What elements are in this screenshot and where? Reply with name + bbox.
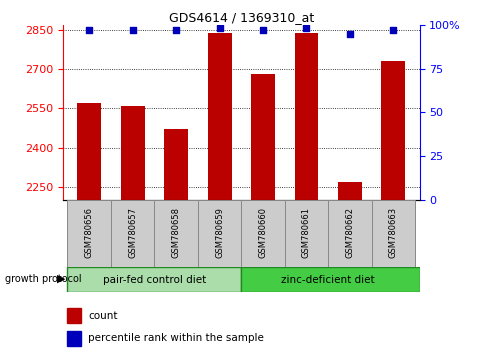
Bar (284, 200, 328, 267)
Point (389, 27, 396, 33)
Text: GSM780661: GSM780661 (302, 207, 310, 258)
Text: GSM780659: GSM780659 (214, 207, 224, 258)
Bar (77, 103, 101, 200)
Bar (294, 33, 318, 200)
Bar (251, 74, 274, 200)
Bar (371, 200, 414, 267)
Bar (241, 200, 284, 267)
Bar (197, 200, 241, 267)
Bar (381, 61, 405, 200)
Text: GSM780656: GSM780656 (85, 207, 93, 258)
Bar (66, 308, 81, 323)
Text: GSM780663: GSM780663 (388, 207, 397, 258)
Title: GDS4614 / 1369310_at: GDS4614 / 1369310_at (168, 11, 313, 24)
Point (302, 25, 310, 31)
Text: GSM780662: GSM780662 (345, 207, 354, 258)
Bar (337, 182, 361, 200)
Bar (67, 200, 111, 267)
Text: zinc-deficient diet: zinc-deficient diet (281, 275, 374, 285)
Bar (241, 267, 419, 292)
Bar (207, 33, 231, 200)
Bar (111, 200, 154, 267)
Text: growth protocol: growth protocol (5, 274, 81, 284)
Text: GSM780657: GSM780657 (128, 207, 137, 258)
Bar (121, 106, 144, 200)
Text: count: count (88, 311, 117, 321)
Bar (154, 200, 197, 267)
Point (85, 27, 93, 33)
Text: percentile rank within the sample: percentile rank within the sample (88, 333, 263, 343)
Bar (66, 331, 81, 346)
Point (215, 25, 223, 31)
Text: GSM780660: GSM780660 (258, 207, 267, 258)
Point (346, 31, 353, 36)
Bar (67, 267, 241, 292)
Text: pair-fed control diet: pair-fed control diet (103, 275, 206, 285)
Point (258, 27, 266, 33)
Text: ▶: ▶ (57, 274, 66, 284)
Point (172, 27, 180, 33)
Bar (328, 200, 371, 267)
Point (128, 27, 136, 33)
Bar (164, 130, 188, 200)
Text: GSM780658: GSM780658 (171, 207, 180, 258)
